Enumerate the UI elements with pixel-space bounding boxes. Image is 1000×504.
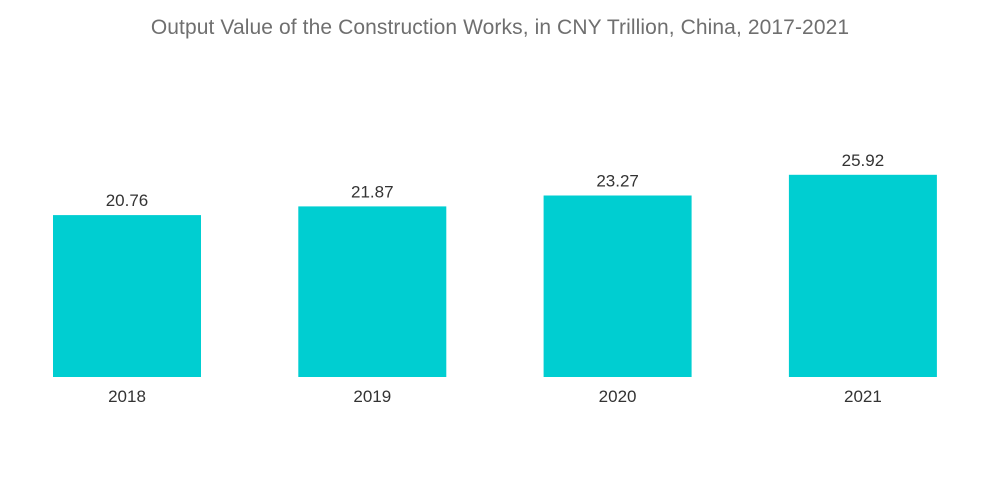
chart-title: Output Value of the Construction Works, … — [150, 16, 850, 39]
data-label-2019: 21.87 — [351, 182, 394, 201]
bars-layer — [53, 174, 937, 377]
x-tick-label-2021: 2021 — [844, 387, 882, 406]
bar-2018 — [53, 215, 201, 377]
data-label-2018: 20.76 — [106, 191, 149, 210]
bar-2020 — [543, 195, 692, 377]
x-axis-ticks-layer: 2018 2019 2020 2021 — [108, 387, 882, 406]
bar-2019 — [298, 206, 447, 377]
value-labels-layer: 20.76 21.87 23.27 25.92 — [106, 151, 884, 210]
x-tick-label-2018: 2018 — [108, 387, 146, 406]
data-label-2020: 23.27 — [596, 172, 639, 191]
data-label-2021: 25.92 — [842, 151, 885, 170]
x-tick-label-2020: 2020 — [599, 387, 637, 406]
x-tick-label-2019: 2019 — [353, 387, 391, 406]
bar-2021 — [788, 174, 937, 377]
